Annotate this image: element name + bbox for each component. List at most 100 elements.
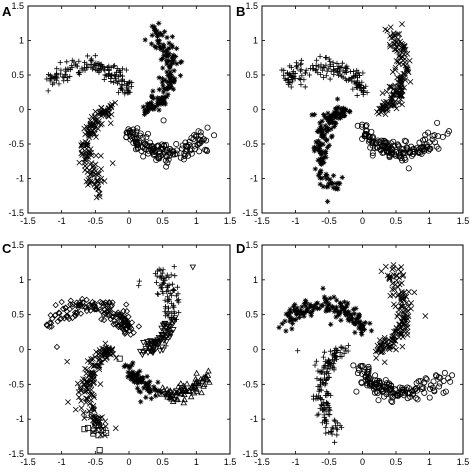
data-point — [139, 379, 145, 385]
data-point — [76, 159, 83, 166]
data-point — [394, 141, 401, 148]
data-point — [373, 384, 380, 391]
data-point — [398, 76, 405, 82]
data-point — [371, 389, 378, 396]
data-point — [329, 304, 336, 310]
data-point — [406, 390, 413, 397]
data-point — [59, 305, 67, 312]
data-point — [163, 385, 171, 392]
data-point — [174, 45, 180, 52]
data-point — [419, 146, 426, 153]
data-point — [142, 348, 149, 355]
data-point — [433, 143, 440, 150]
data-point — [123, 67, 129, 73]
data-point — [334, 308, 340, 315]
data-point — [310, 66, 316, 72]
data-point — [188, 146, 195, 153]
data-point — [171, 68, 177, 74]
data-point — [64, 59, 70, 65]
data-point — [96, 69, 102, 76]
data-point — [281, 67, 287, 73]
data-point — [288, 84, 294, 90]
data-point — [323, 154, 329, 160]
data-point — [198, 138, 205, 145]
data-point — [338, 344, 344, 351]
data-point — [332, 115, 338, 121]
data-point — [356, 325, 362, 331]
data-point — [367, 320, 373, 326]
data-point — [139, 352, 146, 359]
data-point — [380, 139, 387, 146]
data-point — [77, 310, 85, 317]
data-point — [397, 331, 404, 338]
series-plus-left — [295, 342, 351, 445]
data-point — [333, 106, 339, 112]
data-point — [53, 343, 61, 351]
data-point — [327, 76, 333, 82]
data-point — [158, 267, 164, 273]
data-point — [167, 73, 173, 80]
x-tick-label: -1 — [58, 457, 66, 467]
data-point — [109, 160, 116, 167]
x-tick-label: 0 — [126, 457, 131, 467]
plot-frame — [261, 5, 464, 214]
data-point — [331, 417, 337, 423]
data-point — [413, 387, 420, 394]
data-point — [353, 305, 359, 312]
data-point — [315, 70, 321, 76]
x-tick-label: 1 — [194, 457, 199, 467]
data-point — [317, 181, 323, 187]
data-point — [333, 356, 340, 362]
data-point — [290, 68, 297, 75]
data-point — [397, 329, 404, 336]
x-tick-label: 1.5 — [224, 216, 237, 226]
data-point — [296, 314, 302, 321]
data-point — [137, 368, 143, 374]
x-tick-label: 1.5 — [224, 457, 237, 467]
data-point — [98, 61, 104, 67]
y-tick-label: 1 — [19, 36, 24, 46]
data-point — [151, 384, 157, 390]
data-point — [359, 325, 365, 331]
data-point — [86, 400, 93, 407]
data-point — [131, 378, 137, 384]
x-tick-label: -1.5 — [20, 457, 36, 467]
data-point — [337, 353, 343, 360]
data-point — [158, 46, 164, 52]
data-point — [148, 100, 154, 106]
data-point — [320, 285, 326, 291]
x-tick-label: -1 — [291, 457, 299, 467]
data-point — [125, 313, 132, 320]
data-point — [164, 54, 170, 60]
data-point — [110, 310, 117, 317]
data-point — [334, 106, 340, 112]
data-point — [76, 394, 82, 401]
data-point — [321, 111, 327, 118]
data-point — [98, 307, 105, 315]
data-point — [325, 184, 331, 190]
data-point — [279, 321, 285, 327]
data-point — [169, 42, 175, 48]
data-point — [399, 273, 406, 280]
data-point — [158, 145, 165, 152]
series-cross-left — [64, 340, 120, 439]
data-point — [83, 370, 90, 377]
data-point — [318, 303, 325, 309]
data-point — [346, 309, 352, 315]
data-point — [120, 66, 126, 72]
data-point — [150, 88, 156, 94]
data-point — [332, 439, 338, 445]
data-point — [330, 185, 336, 191]
data-point — [341, 299, 348, 305]
data-point — [96, 298, 104, 306]
data-point — [146, 104, 152, 110]
data-point — [323, 137, 330, 144]
data-point — [407, 149, 414, 156]
plot-frame — [27, 5, 231, 214]
data-point — [120, 307, 127, 315]
data-point — [295, 348, 301, 354]
data-point — [338, 105, 344, 112]
data-point — [164, 288, 170, 295]
data-point — [45, 88, 51, 94]
data-point — [313, 358, 320, 364]
